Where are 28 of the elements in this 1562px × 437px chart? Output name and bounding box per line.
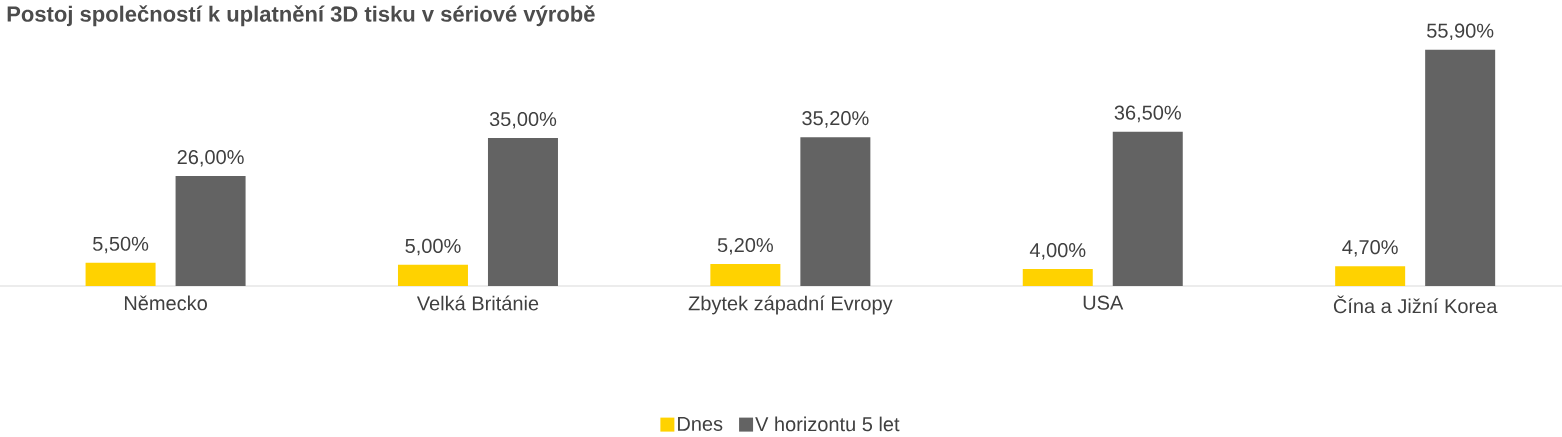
data-label: 4,00% (1029, 243, 1086, 260)
bar (175, 176, 246, 286)
x-tick-label: USA (1083, 295, 1124, 310)
bar (1425, 49, 1496, 286)
x-tick-label: Velká Británie (416, 295, 539, 311)
data-label: 55,90% (1427, 23, 1494, 41)
bar (1112, 131, 1183, 286)
bar (397, 264, 468, 286)
data-label: 26,00% (177, 150, 244, 167)
data-label: 4,70% (1342, 240, 1398, 257)
x-tick-label: Německo (124, 295, 207, 311)
bar (85, 262, 156, 286)
legend-label: Dnes (678, 416, 723, 431)
x-tick-label: Čína a Jižní Korea (1333, 295, 1498, 314)
data-label: 5,20% (717, 237, 773, 255)
bar (487, 138, 558, 286)
bar (800, 137, 871, 286)
data-label: 36,50% (1114, 105, 1181, 123)
bar (710, 264, 781, 286)
x-tick-label: Zbytek západní Evropy (688, 295, 893, 315)
bar (1022, 269, 1093, 286)
data-label: 35,20% (802, 111, 869, 128)
chart-title: Postoj společností k uplatnění 3D tisku v sériové výrobě (7, 5, 595, 27)
data-label: 35,00% (489, 111, 557, 129)
bar (1335, 266, 1406, 286)
data-label: 5,00% (405, 238, 461, 256)
data-label: 5,50% (93, 236, 149, 254)
legend-label: V horizontu 5 let (755, 416, 900, 432)
